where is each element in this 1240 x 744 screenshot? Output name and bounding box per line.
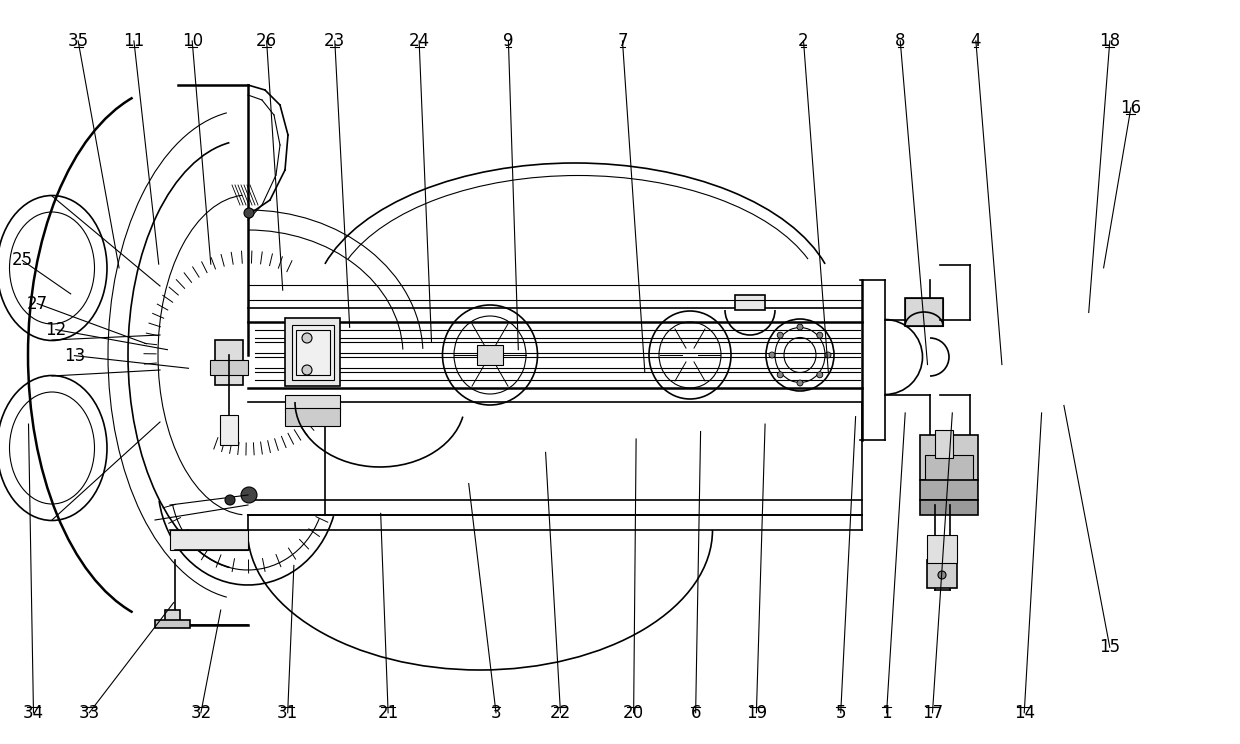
Bar bbox=[210, 360, 248, 375]
Text: 10: 10 bbox=[181, 32, 203, 50]
Text: 12: 12 bbox=[45, 321, 67, 339]
Bar bbox=[905, 298, 942, 326]
Text: 11: 11 bbox=[123, 32, 145, 50]
Text: 9: 9 bbox=[503, 32, 513, 50]
Text: 17: 17 bbox=[921, 704, 944, 722]
Circle shape bbox=[303, 365, 312, 375]
Bar bbox=[735, 295, 765, 310]
Bar bbox=[920, 480, 978, 500]
Text: 26: 26 bbox=[255, 32, 278, 50]
Text: 13: 13 bbox=[63, 347, 86, 365]
Bar bbox=[285, 408, 340, 426]
Text: 19: 19 bbox=[745, 704, 768, 722]
Bar bbox=[219, 415, 238, 445]
Text: 27: 27 bbox=[26, 295, 48, 312]
Circle shape bbox=[224, 495, 236, 505]
Text: 3: 3 bbox=[491, 704, 501, 722]
Text: 20: 20 bbox=[622, 704, 645, 722]
Bar bbox=[920, 435, 978, 480]
Text: 4: 4 bbox=[971, 32, 981, 50]
Text: 15: 15 bbox=[1099, 638, 1121, 656]
Bar bbox=[928, 535, 957, 563]
Bar bbox=[215, 340, 243, 385]
Bar bbox=[165, 610, 180, 625]
Circle shape bbox=[243, 489, 255, 501]
Text: 23: 23 bbox=[324, 32, 346, 50]
Text: 31: 31 bbox=[277, 704, 299, 722]
Bar bbox=[477, 345, 503, 365]
Text: 35: 35 bbox=[67, 32, 89, 50]
Circle shape bbox=[769, 352, 775, 358]
Bar bbox=[905, 298, 942, 326]
Text: 24: 24 bbox=[408, 32, 430, 50]
Text: 25: 25 bbox=[11, 251, 33, 269]
Bar bbox=[170, 530, 248, 550]
Text: 34: 34 bbox=[22, 704, 45, 722]
Bar bbox=[291, 325, 334, 380]
Circle shape bbox=[244, 208, 254, 218]
Circle shape bbox=[817, 372, 823, 378]
Bar bbox=[935, 430, 954, 458]
Circle shape bbox=[777, 372, 784, 378]
Bar bbox=[296, 330, 330, 375]
Circle shape bbox=[797, 324, 804, 330]
Text: 16: 16 bbox=[1120, 99, 1142, 117]
Bar bbox=[920, 500, 978, 515]
Text: 32: 32 bbox=[190, 704, 212, 722]
Bar bbox=[928, 560, 957, 588]
Circle shape bbox=[825, 352, 831, 358]
Text: 5: 5 bbox=[836, 704, 846, 722]
Circle shape bbox=[817, 333, 823, 339]
Circle shape bbox=[241, 487, 257, 503]
Text: 18: 18 bbox=[1099, 32, 1121, 50]
Text: 2: 2 bbox=[799, 32, 808, 50]
Bar bbox=[155, 620, 190, 628]
Text: 14: 14 bbox=[1013, 704, 1035, 722]
Bar bbox=[285, 395, 340, 410]
Circle shape bbox=[797, 380, 804, 386]
Text: 1: 1 bbox=[882, 704, 892, 722]
Text: 33: 33 bbox=[78, 704, 100, 722]
Text: 22: 22 bbox=[549, 704, 572, 722]
Text: 6: 6 bbox=[691, 704, 701, 722]
Circle shape bbox=[303, 333, 312, 343]
Text: 21: 21 bbox=[377, 704, 399, 722]
Circle shape bbox=[777, 333, 784, 339]
Bar bbox=[285, 318, 340, 386]
Text: 8: 8 bbox=[895, 32, 905, 50]
Text: 7: 7 bbox=[618, 32, 627, 50]
Bar bbox=[925, 455, 973, 480]
Circle shape bbox=[937, 571, 946, 579]
